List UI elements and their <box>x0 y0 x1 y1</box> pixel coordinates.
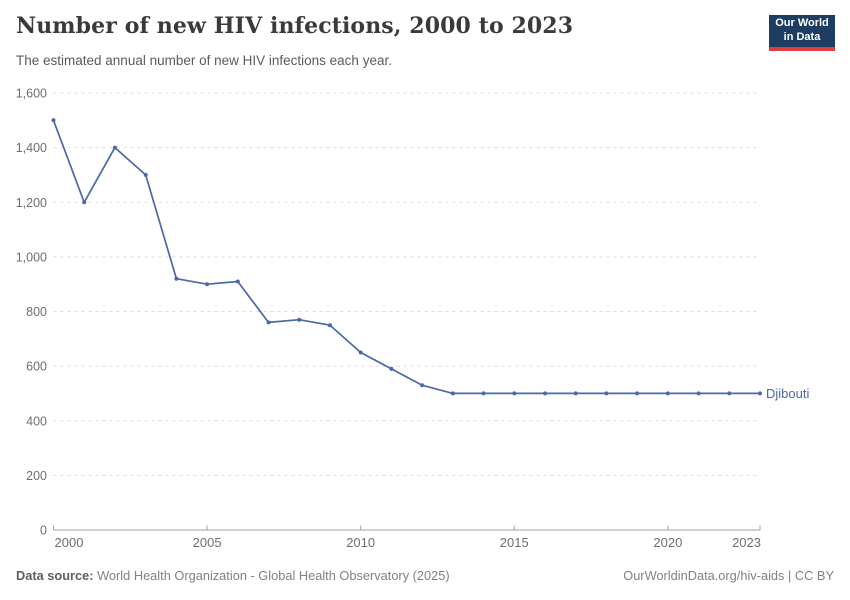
series-label: Djibouti <box>766 386 809 401</box>
data-point[interactable] <box>481 391 486 396</box>
chart-title: Number of new HIV infections, 2000 to 20… <box>16 13 574 39</box>
data-point[interactable] <box>635 391 640 396</box>
data-point[interactable] <box>573 391 578 396</box>
data-point[interactable] <box>143 172 148 177</box>
data-point[interactable] <box>450 391 455 396</box>
data-point[interactable] <box>696 391 701 396</box>
x-tick-label: 2015 <box>500 535 529 550</box>
data-source[interactable]: Data source: World Health Organization -… <box>16 568 450 583</box>
chart-subtitle: The estimated annual number of new HIV i… <box>16 53 392 68</box>
data-source-value: World Health Organization - Global Healt… <box>93 568 450 583</box>
owid-logo[interactable]: Our World in Data <box>769 15 835 51</box>
data-point[interactable] <box>512 391 517 396</box>
x-tick-label: 2000 <box>55 535 84 550</box>
y-tick-label: 0 <box>40 524 47 538</box>
y-tick-label: 200 <box>26 469 47 483</box>
y-tick-label: 1,200 <box>16 196 47 210</box>
attribution-link[interactable]: OurWorldinData.org/hiv-aids | CC BY <box>623 568 834 583</box>
data-point[interactable] <box>420 383 425 388</box>
data-point[interactable] <box>358 350 363 355</box>
data-point[interactable] <box>389 366 394 371</box>
data-source-label: Data source: <box>16 568 94 583</box>
data-point[interactable] <box>205 282 210 287</box>
owid-logo-line2: in Data <box>783 31 821 43</box>
data-point[interactable] <box>51 118 56 123</box>
y-tick-label: 1,400 <box>16 141 47 155</box>
data-point[interactable] <box>82 200 87 205</box>
data-point[interactable] <box>665 391 670 396</box>
x-tick-label: 2020 <box>653 535 682 550</box>
data-point[interactable] <box>174 276 179 281</box>
data-line[interactable] <box>52 119 761 395</box>
data-point[interactable] <box>543 391 547 396</box>
data-point[interactable] <box>235 279 240 284</box>
data-point[interactable] <box>297 317 302 322</box>
data-point[interactable] <box>112 145 117 150</box>
x-tick-label: 2010 <box>346 535 375 550</box>
data-point[interactable] <box>328 323 332 328</box>
y-tick-label: 400 <box>26 414 47 428</box>
y-tick-label: 600 <box>26 360 47 374</box>
y-tick-label: 1,600 <box>16 87 47 101</box>
y-tick-label: 1,000 <box>16 250 47 264</box>
x-tick-label: 2023 <box>732 535 761 550</box>
y-tick-label: 800 <box>26 305 47 319</box>
data-point[interactable] <box>727 391 732 396</box>
data-point[interactable] <box>758 391 762 396</box>
owid-logo-line1: Our World <box>775 17 829 30</box>
chart-footer: Data source: World Health Organization -… <box>16 568 834 583</box>
x-tick-label: 2005 <box>193 535 222 550</box>
data-point[interactable] <box>266 320 271 325</box>
data-point[interactable] <box>604 391 609 396</box>
